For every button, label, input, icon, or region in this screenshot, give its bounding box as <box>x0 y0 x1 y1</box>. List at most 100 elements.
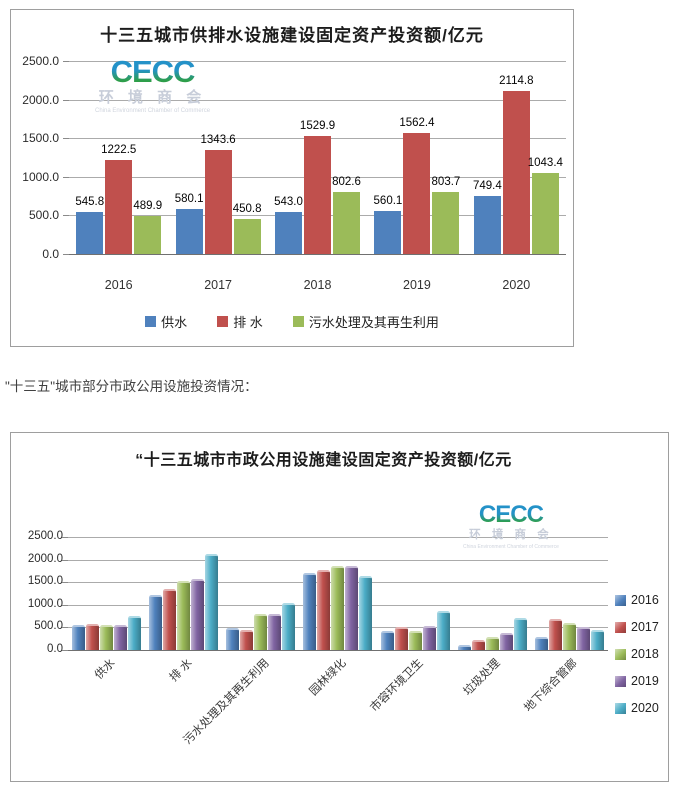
bar-group <box>68 537 145 650</box>
cecc-logo: CECC 环 境 商 会 China Environment Chamber o… <box>463 503 559 550</box>
bar <box>268 613 282 650</box>
gridline <box>69 254 566 255</box>
legend-label: 2016 <box>631 593 659 607</box>
bar <box>457 645 471 650</box>
chart1-x-labels: 2016 2017 2018 2019 2020 <box>69 278 566 292</box>
bar-group: 580.1 1343.6 450.8 <box>168 61 267 254</box>
bar: 560.1 <box>374 195 402 254</box>
y-tick-label: 1000.0 <box>27 597 63 610</box>
chart2-legend: 2016 2017 2018 2019 2020 <box>615 593 659 715</box>
legend-label: 污水处理及其再生利用 <box>308 315 439 330</box>
bar: 580.1 <box>175 193 204 254</box>
bar: 545.8 <box>75 196 104 254</box>
bar: 802.6 <box>332 176 361 254</box>
bar <box>436 610 450 650</box>
bar <box>471 639 485 650</box>
bar-value-label: 543.0 <box>274 196 303 209</box>
bar: 1343.6 <box>201 134 236 254</box>
y-axis-tick <box>62 627 68 629</box>
chart2-plot <box>62 537 608 651</box>
x-category-label-text: 市容环境卫生 <box>368 657 426 715</box>
bar-groups: 545.8 1222.5 489.9 580.1 1343.6 450.8 543.0 152… <box>69 61 566 254</box>
bar: 1043.4 <box>528 157 563 254</box>
legend-swatch <box>615 648 626 660</box>
bar <box>282 602 296 650</box>
cecc-logo-text: CECC <box>95 56 210 87</box>
legend-label: 2017 <box>631 620 659 634</box>
bar <box>499 632 513 650</box>
bar-value-label: 803.7 <box>431 175 461 188</box>
y-tick-label: 1000.0 <box>22 169 59 184</box>
bar-value-label: 1222.5 <box>101 143 137 156</box>
y-tick-label: 1500.0 <box>27 575 63 588</box>
chart2-title: “十三五城市市政公用设施建设固定资产投资额/亿元 <box>135 452 512 469</box>
bar <box>422 625 436 650</box>
bar-group <box>299 537 376 650</box>
bar <box>513 618 527 650</box>
bar <box>191 579 205 650</box>
chart1-legend: 供水 排 水 污水处理及其再生利用 <box>11 312 573 331</box>
bar <box>240 629 254 650</box>
cecc-logo-text: CECC <box>463 503 559 527</box>
bar <box>149 594 163 650</box>
y-axis-tick <box>62 604 68 606</box>
x-category-label: 2020 <box>502 278 531 292</box>
bar: 749.4 <box>473 180 502 254</box>
legend-swatch <box>217 316 229 327</box>
x-category-label-text: 排 水 <box>167 657 195 685</box>
y-axis-tick <box>62 537 68 538</box>
y-axis-tick <box>63 99 69 101</box>
bar <box>359 576 373 650</box>
legend-label: 供水 <box>161 315 188 330</box>
bar-group <box>454 537 531 650</box>
bar <box>485 636 499 650</box>
bar-group <box>145 537 222 650</box>
y-tick-label: 0.0 <box>47 643 63 655</box>
bar-value-label: 545.8 <box>75 195 105 208</box>
x-category-label: 2019 <box>403 278 431 292</box>
bar <box>254 613 268 650</box>
bar-value-label: 802.6 <box>332 176 361 189</box>
legend-swatch <box>615 621 626 633</box>
gridline <box>68 559 608 561</box>
bar-value-label: 489.9 <box>133 200 163 213</box>
bar <box>86 623 100 650</box>
bar <box>548 619 562 650</box>
chart1-title: 十三五城市供排水设施建设固定资产投资额/亿元 <box>100 26 484 45</box>
legend-item: 2018 <box>615 647 659 661</box>
bar <box>114 624 128 650</box>
bar <box>205 554 219 650</box>
bar-value-label: 560.1 <box>373 194 403 207</box>
cecc-logo-chinese: 环 境 商 会 <box>469 529 553 541</box>
y-tick-label: 1500.0 <box>22 131 59 146</box>
x-category-label-text: 园林绿化 <box>307 657 349 699</box>
y-tick-label: 500.0 <box>34 620 63 633</box>
gridline <box>68 650 608 651</box>
y-axis-tick <box>62 582 68 584</box>
chart1-box: 十三五城市供排水设施建设固定资产投资额/亿元 CECC 环 境 商 会 Chin… <box>10 9 574 347</box>
gridline <box>69 99 566 101</box>
cecc-logo-tagline: China Environment Chamber of Commerce <box>95 108 211 114</box>
bar: 543.0 <box>274 196 303 254</box>
x-category-label-text: 污水处理及其再生利用 <box>181 657 272 747</box>
cecc-logo: CECC 环 境 商 会 China Environment Chamber o… <box>95 56 210 114</box>
bar: 2114.8 <box>499 75 533 254</box>
y-tick-label: 2500.0 <box>27 530 63 542</box>
cecc-logo-chinese: 环 境 商 会 <box>98 89 207 106</box>
x-category-label-text: 地下综合管廊 <box>522 657 581 715</box>
gridline <box>69 61 566 62</box>
bar <box>100 625 114 650</box>
legend-item: 2016 <box>615 593 659 607</box>
legend-swatch <box>615 702 626 714</box>
legend-item: 2019 <box>615 674 659 688</box>
legend-label: 排 水 <box>233 315 263 330</box>
y-tick-label: 500.0 <box>28 208 59 223</box>
legend-item: 2020 <box>615 701 659 715</box>
legend-item: 污水处理及其再生利用 <box>292 312 439 331</box>
bar-group: 545.8 1222.5 489.9 <box>69 61 168 254</box>
bar-value-label: 1343.6 <box>200 134 236 147</box>
bar <box>408 630 422 650</box>
bar-group <box>377 537 454 650</box>
y-axis-tick <box>62 559 68 561</box>
bar <box>590 630 604 650</box>
